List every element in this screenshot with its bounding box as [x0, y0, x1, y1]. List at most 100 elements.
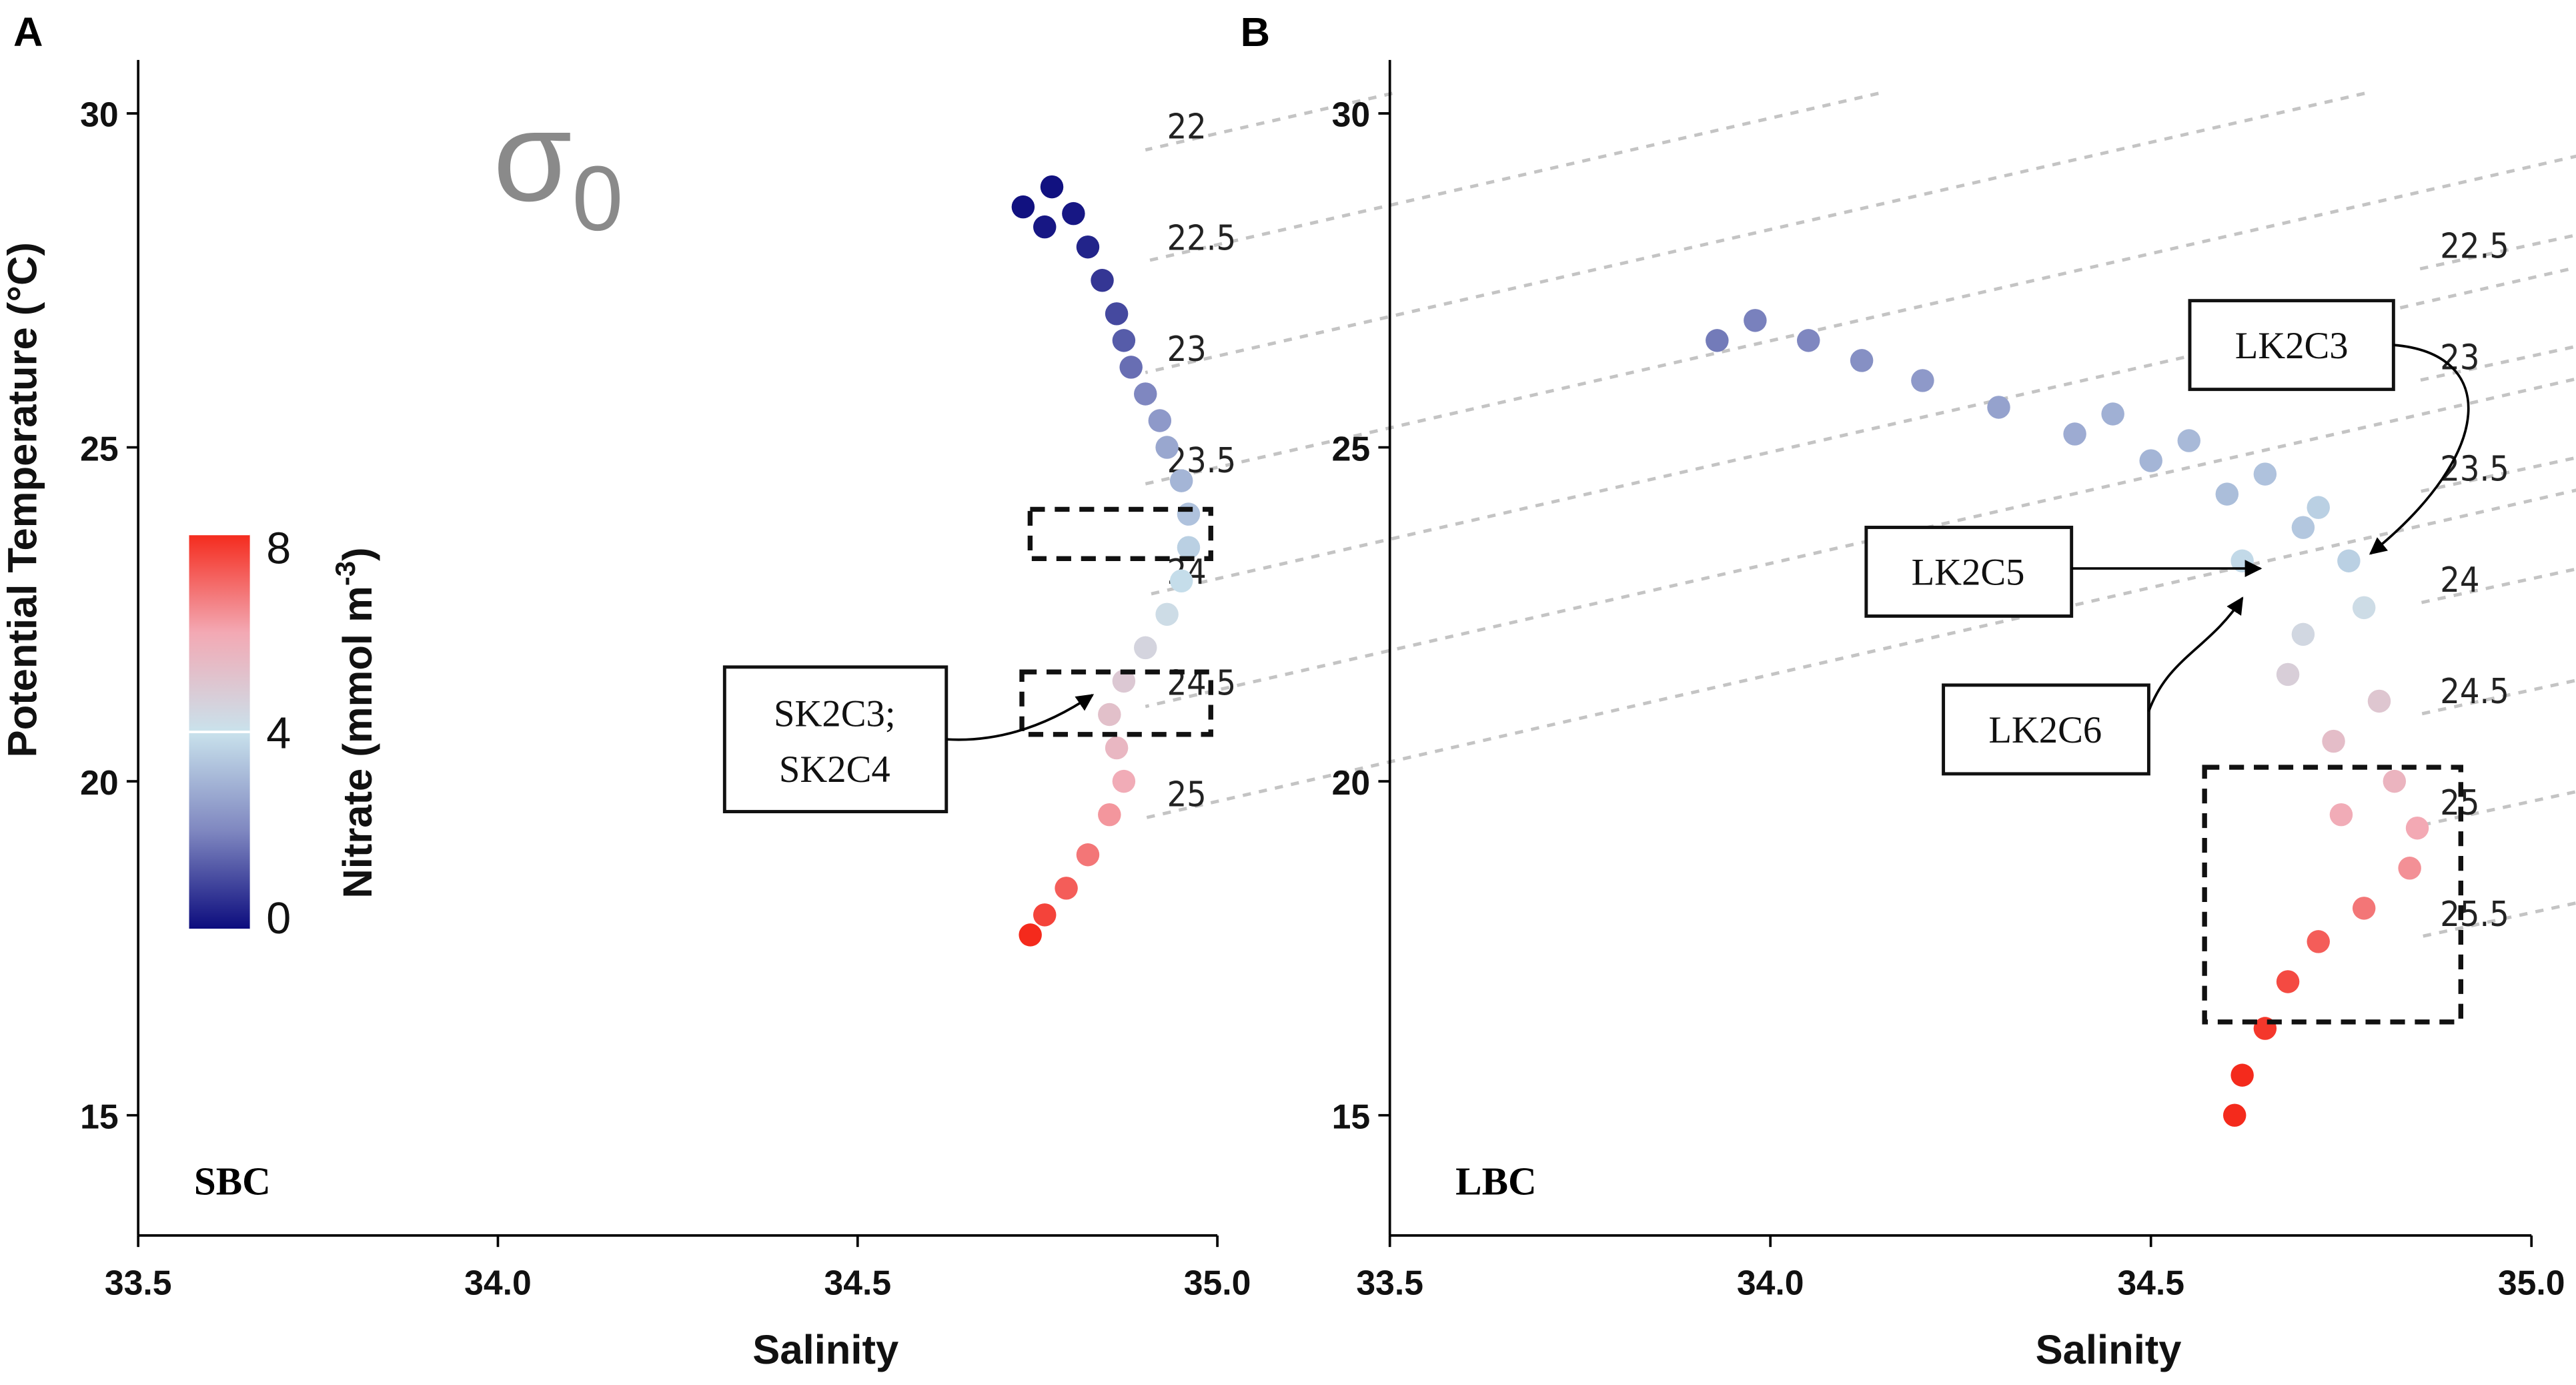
isopycnal-label: 23: [1167, 330, 1207, 370]
isopycnal-symbol: σ: [493, 84, 572, 227]
colorbar-tick-label: 0: [266, 894, 291, 943]
isopycnal: [1145, 154, 2576, 486]
callout-box: [722, 665, 948, 814]
x-tick-label: 35.0: [1184, 1264, 1251, 1302]
highlight-box: [2202, 765, 2464, 1025]
point: [2276, 970, 2300, 993]
point: [1119, 356, 1143, 379]
highlight-box: [1027, 506, 1213, 561]
x-tick-label: 35.0: [2498, 1264, 2565, 1302]
point: [1112, 669, 1136, 693]
colorbar-title-part: ): [335, 547, 381, 561]
highlight-box: [1019, 669, 1213, 737]
point: [1011, 195, 1035, 219]
point: [1797, 329, 1820, 352]
isopycnal: [1145, 91, 2365, 374]
point: [1155, 436, 1179, 459]
point: [2215, 482, 2239, 506]
isopycnal-label: 23.5: [2440, 449, 2509, 489]
y-tick-label: 15: [1332, 1097, 1371, 1135]
point: [1105, 302, 1129, 326]
callout-box: [1864, 526, 2074, 618]
point: [2177, 429, 2200, 452]
point: [2405, 816, 2429, 840]
point: [1019, 923, 1042, 947]
point: [1091, 269, 1114, 292]
point: [1169, 569, 1193, 593]
callout-text: SK2C3;: [774, 693, 896, 735]
x-tick-label: 34.0: [1737, 1264, 1804, 1302]
point: [2139, 449, 2162, 472]
isopycnal: [1145, 377, 2576, 709]
isopycnal-label: 22.5: [1167, 218, 1237, 258]
callout-box: [1942, 683, 2150, 776]
arrow: [2147, 596, 2244, 712]
point: [1987, 396, 2010, 419]
point: [2398, 857, 2421, 880]
isopycnal-label: 22.5: [2440, 227, 2509, 267]
x-tick-label: 34.0: [464, 1264, 532, 1302]
point: [1112, 769, 1136, 793]
point: [1911, 369, 1934, 392]
point: [2307, 496, 2330, 519]
point: [1076, 843, 1100, 867]
isopycnal-subscript: 0: [572, 147, 624, 250]
isopycnal-label: 24.5: [2440, 672, 2509, 712]
callout-text: LK2C3: [2235, 326, 2349, 367]
point: [2337, 549, 2361, 572]
y-tick-label: 30: [1332, 95, 1371, 134]
isopycnal: [2417, 456, 2576, 494]
point: [1169, 469, 1193, 492]
point: [2291, 622, 2315, 646]
point: [1055, 877, 1078, 900]
y-tick-label: 25: [80, 429, 119, 468]
point: [1706, 329, 1729, 352]
point: [1148, 409, 1172, 432]
isopycnal-label: 25: [1167, 775, 1207, 815]
panel-label: A: [13, 9, 43, 55]
y-tick-label: 20: [1332, 763, 1371, 802]
x-axis-title: Salinity: [752, 1327, 898, 1373]
arrow: [2369, 344, 2470, 555]
point: [1098, 703, 1121, 727]
y-tick-label: 15: [80, 1097, 119, 1135]
point: [1134, 636, 1157, 660]
isopycnal-label: 22: [1167, 107, 1207, 147]
callout-text: LK2C6: [1988, 710, 2102, 751]
panel-annotation: SBC: [194, 1159, 271, 1203]
point: [1155, 602, 1179, 626]
point: [2222, 1103, 2246, 1127]
x-tick-label: 33.5: [1356, 1264, 1423, 1302]
point: [1105, 736, 1129, 760]
isopycnal-label: 25.5: [2440, 895, 2509, 935]
point: [2367, 689, 2391, 713]
y-tick-label: 30: [80, 95, 119, 134]
point: [1177, 502, 1201, 526]
point: [2253, 462, 2277, 486]
x-tick-label: 34.5: [824, 1264, 891, 1302]
point: [2352, 596, 2376, 620]
isopycnal-symbol: σ0: [493, 84, 623, 250]
callout-text: LK2C5: [1912, 552, 2025, 594]
isopycnal: [1145, 91, 1879, 263]
point: [1112, 329, 1136, 352]
arrow: [946, 694, 1095, 741]
point: [1744, 309, 1767, 332]
x-tick-label: 33.5: [105, 1264, 172, 1302]
point: [1076, 235, 1100, 259]
point: [1098, 803, 1121, 827]
point: [1040, 175, 1064, 199]
point: [2329, 803, 2353, 827]
point: [2307, 930, 2330, 953]
point: [2322, 729, 2345, 753]
point: [1033, 215, 1057, 239]
point: [2383, 769, 2407, 793]
panel-annotation: LBC: [1455, 1159, 1537, 1203]
point: [2276, 662, 2300, 686]
callout-box: [2188, 299, 2395, 392]
colorbar-title: Nitrate (mmol m-3): [330, 547, 381, 898]
point: [2352, 897, 2376, 920]
point: [1062, 201, 1085, 225]
